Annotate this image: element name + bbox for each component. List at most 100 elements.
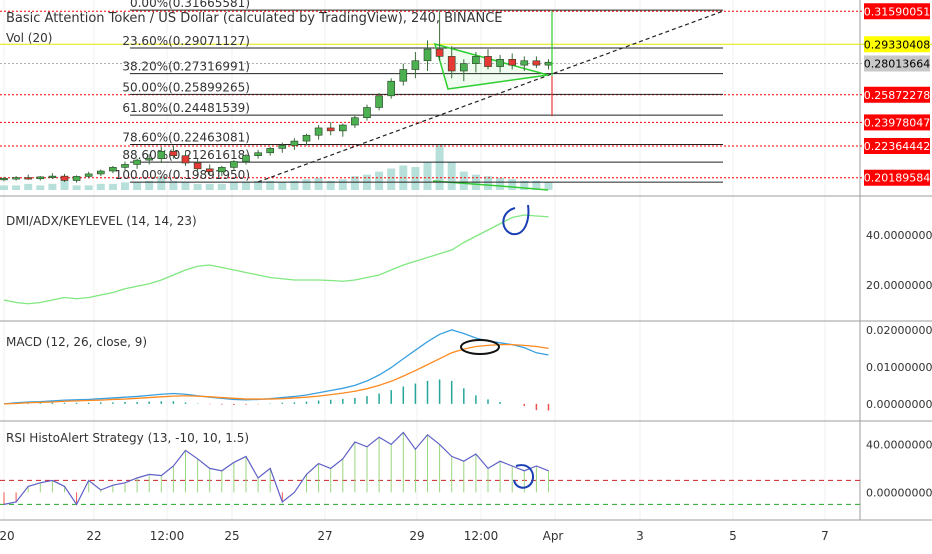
candle-body xyxy=(24,177,33,180)
price-label-0: 0.31590051 xyxy=(864,5,930,18)
fib-label-2: 38.20%(0.27316991) xyxy=(122,60,250,74)
volume-bar xyxy=(423,162,432,190)
rsi-histogram xyxy=(3,432,549,505)
volume-bar xyxy=(36,185,45,190)
volume-bar xyxy=(205,183,214,190)
macd-series-1 xyxy=(3,344,549,405)
candle-body xyxy=(109,167,117,172)
candle-body xyxy=(447,56,456,72)
candle-body xyxy=(290,140,299,146)
volume-bar xyxy=(121,182,129,190)
price-label-2: 0.28013664 xyxy=(864,57,930,70)
candle-body xyxy=(36,176,45,180)
volume-bar xyxy=(314,177,323,190)
candle-body xyxy=(12,177,20,180)
candle-body xyxy=(60,175,69,181)
volume-bar xyxy=(459,171,468,190)
price-label-bg-4 xyxy=(864,114,930,131)
candle-body xyxy=(181,155,190,164)
volume-bar xyxy=(544,182,553,190)
candle-body xyxy=(423,48,432,62)
volume-bar xyxy=(254,180,263,190)
x-tick-7: Apr xyxy=(543,529,564,543)
candle-body xyxy=(496,59,504,67)
macd-tick-0: 0.02000000 xyxy=(866,324,932,337)
volume-bar xyxy=(60,180,69,190)
candle-body xyxy=(375,95,383,108)
volume-bar xyxy=(508,179,517,190)
candle-body xyxy=(84,173,93,177)
rsi-tick-1: 0.00000000 xyxy=(866,486,932,499)
fib-label-1: 23.60%(0.29071127) xyxy=(122,34,250,48)
volume-bar xyxy=(157,176,166,190)
candle-body xyxy=(254,152,262,156)
candle-body xyxy=(133,159,141,165)
volume-bar xyxy=(242,182,250,190)
fib-label-5: 78.60%(0.22463081) xyxy=(122,131,250,145)
candle-body xyxy=(72,176,81,181)
volume-bar xyxy=(375,171,384,190)
price-label-1: 0.29330408 xyxy=(864,38,930,51)
dashed-trendline xyxy=(257,10,724,183)
volume-bar xyxy=(496,177,505,190)
chart-title: Basic Attention Token / US Dollar (calcu… xyxy=(6,11,503,26)
candle-body xyxy=(520,60,529,66)
candle-body xyxy=(302,134,311,142)
fib-label-7: 100.00%(0.19891950) xyxy=(115,168,250,182)
candle-body xyxy=(97,170,105,175)
price-label-5: 0.22364442 xyxy=(864,140,930,153)
candle-body xyxy=(411,60,420,70)
candle-body xyxy=(145,158,153,161)
fib-label-4: 61.80%(0.24481539) xyxy=(122,101,250,115)
x-tick-8: 3 xyxy=(636,529,644,543)
candle-body xyxy=(314,127,323,136)
volume-bar xyxy=(338,179,347,190)
price-label-3: 0.25872278 xyxy=(864,89,930,102)
x-tick-1: 22 xyxy=(86,529,101,543)
volume-bar xyxy=(72,185,81,190)
volume-bar xyxy=(229,182,238,190)
volume-ma-line xyxy=(432,180,549,191)
x-tick-6: 12:00 xyxy=(464,529,499,543)
volume-label: Vol (20) xyxy=(6,31,52,45)
volume-bar xyxy=(266,180,275,190)
candle-body xyxy=(121,164,129,168)
volume-bar xyxy=(133,182,142,190)
volume-bar xyxy=(302,179,311,190)
candle-body xyxy=(363,107,371,119)
candle-body xyxy=(326,127,335,132)
macd-series-0 xyxy=(3,329,549,405)
dmi-annotation-circle xyxy=(502,204,530,236)
macd-annotation-circle xyxy=(460,339,500,355)
x-tick-2: 12:00 xyxy=(150,529,185,543)
candles xyxy=(0,11,553,183)
price-label-bg-1 xyxy=(864,36,930,53)
volume-bar xyxy=(0,185,8,190)
candle-body xyxy=(230,161,238,168)
macd-tick-2: 0.00000000 xyxy=(866,398,932,411)
price-label-bg-0 xyxy=(864,3,930,20)
x-tick-9: 5 xyxy=(729,529,737,543)
volume-bar xyxy=(326,180,335,190)
candle-body xyxy=(532,60,541,66)
candle-body xyxy=(351,117,359,126)
volume-bar xyxy=(169,180,178,190)
candle-body xyxy=(544,61,553,66)
price-label-bg-6 xyxy=(864,169,930,186)
volume-bar xyxy=(48,183,57,190)
price-axis: 0.31590051 0.29330408 0.28013664 0.25872278… xyxy=(864,3,930,186)
candle-body xyxy=(193,162,202,170)
price-label-bg-5 xyxy=(864,137,930,154)
dmi-tick-1: 20.00000000 xyxy=(866,279,932,292)
x-tick-5: 29 xyxy=(409,529,424,543)
candle-body xyxy=(399,69,408,82)
candle-body xyxy=(218,167,226,173)
candle-body xyxy=(472,56,480,64)
candle-body xyxy=(0,178,8,181)
candle-body xyxy=(266,148,275,154)
volume-bar xyxy=(84,185,93,190)
candle-body xyxy=(278,145,287,149)
rsi-series-0 xyxy=(3,431,549,506)
